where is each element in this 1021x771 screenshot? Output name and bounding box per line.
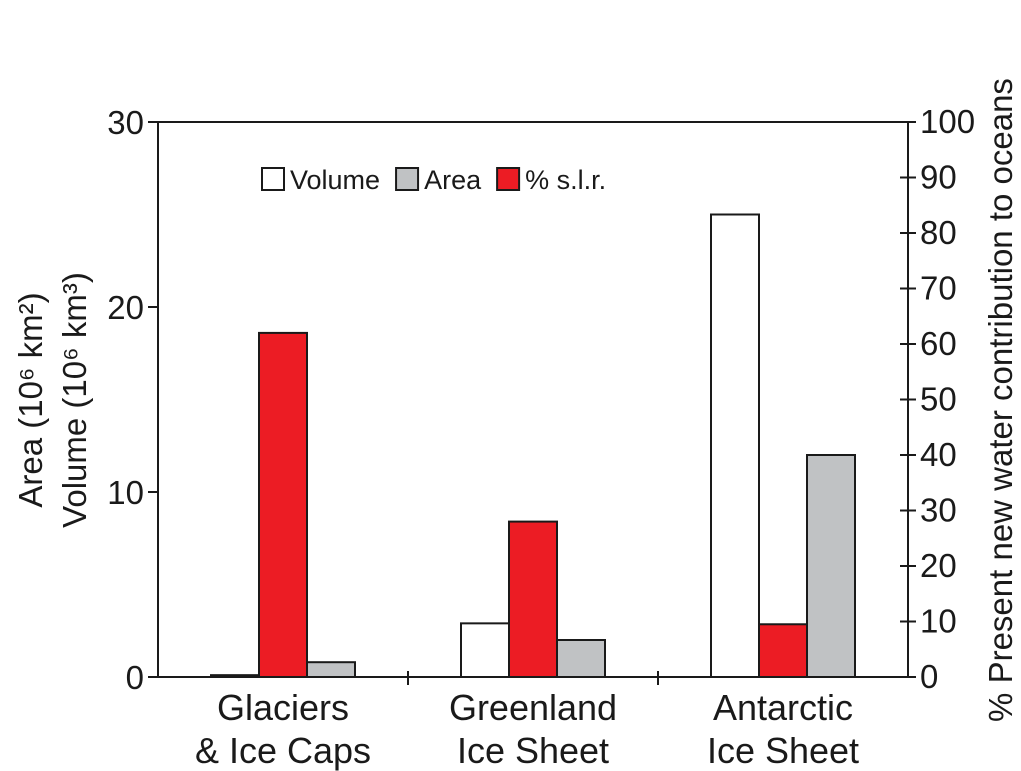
legend-swatch-area <box>395 167 420 191</box>
right-tick-label: 80 <box>920 214 957 251</box>
right-tick-label: 70 <box>920 270 957 307</box>
y-axis-title-left: Volume (10⁶ km³) <box>56 272 93 528</box>
left-tick-label: 30 <box>107 104 144 141</box>
left-tick-label: 20 <box>107 289 144 326</box>
right-tick-label: 50 <box>920 381 957 418</box>
right-tick-label: 20 <box>920 547 957 584</box>
bar-area-3 <box>806 454 856 678</box>
bar-area-1 <box>306 661 356 679</box>
legend-label: % s.l.r. <box>525 165 606 195</box>
y-axis-title-left: Area (10⁶ km²) <box>12 292 49 507</box>
x-tick-label: Ice Sheet <box>707 730 859 771</box>
bar--s-l-r-1 <box>258 331 308 678</box>
x-tick-label: & Ice Caps <box>195 730 371 771</box>
bar-volume-3 <box>710 213 760 678</box>
bar-volume-2 <box>460 622 510 678</box>
bar-area-2 <box>556 639 606 678</box>
right-tick-label: 100 <box>920 103 975 140</box>
x-tick-label: Glaciers <box>217 687 349 728</box>
y-axis-title-right: % Present new water contribution to ocea… <box>982 78 1019 722</box>
right-tick-label: 30 <box>920 492 957 529</box>
right-tick-label: 60 <box>920 325 957 362</box>
right-tick-label: 10 <box>920 603 957 640</box>
right-tick-label: 90 <box>920 159 957 196</box>
left-tick-label: 10 <box>107 474 144 511</box>
bar--s-l-r-2 <box>508 520 558 678</box>
x-tick-label: Antarctic <box>713 687 853 728</box>
legend-label: Area <box>424 165 482 195</box>
bar--s-l-r-3 <box>758 623 808 679</box>
x-tick-label: Ice Sheet <box>457 730 609 771</box>
legend-swatch--s-l-r <box>496 167 521 191</box>
x-tick-label: Greenland <box>449 687 617 728</box>
right-tick-label: 40 <box>920 436 957 473</box>
legend-swatch-volume <box>261 167 285 191</box>
right-tick-label: 0 <box>920 658 938 695</box>
legend-label: Volume <box>290 165 380 195</box>
left-tick-label: 0 <box>126 659 144 696</box>
